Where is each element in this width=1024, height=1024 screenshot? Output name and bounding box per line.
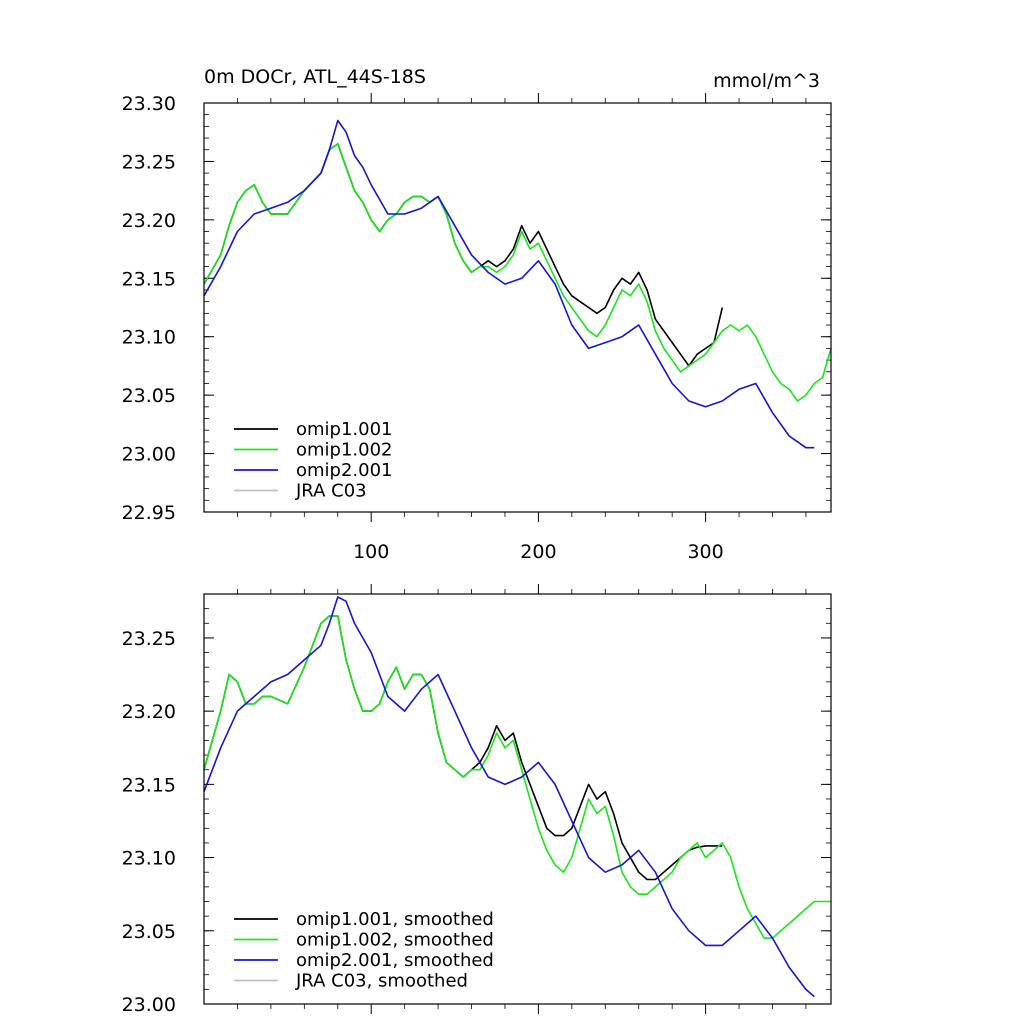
bottom-ytick-label: 23.15 [122, 774, 176, 796]
top-panel: 0m DOCr, ATL_44S-18S mmol/m^3 22.95 23.00… [122, 66, 832, 563]
top-series-line-0 [203, 143, 724, 367]
top-ytick-label: 22.95 [122, 502, 176, 524]
top-series-group [203, 119, 832, 449]
top-ytick-label: 23.25 [122, 151, 176, 173]
bottom-axes: 23.00 23.05 23.10 23.15 23.20 23.25 [122, 584, 831, 1016]
bottom-series-line-0 [203, 615, 723, 881]
top-legend-label-0: omip1.001 [296, 419, 393, 440]
top-legend-label-2: omip2.001 [296, 460, 393, 481]
top-xtick-label: 300 [687, 541, 723, 563]
top-ytick-label: 23.15 [122, 268, 176, 290]
bottom-legend-label-3: JRA C03, smoothed [295, 971, 468, 992]
bottom-ytick-label: 23.20 [122, 701, 176, 723]
top-xtick-label: 200 [520, 541, 556, 563]
top-legend-label-1: omip1.002 [296, 440, 393, 461]
top-axes: 22.95 23.00 23.05 23.10 23.15 23.20 23.25 23.30… [122, 93, 831, 563]
top-legend-label-3: JRA C03 [295, 481, 367, 502]
top-series-line-1 [203, 143, 832, 402]
bottom-ytick-label: 23.00 [122, 994, 176, 1016]
top-xtick-label: 100 [353, 541, 389, 563]
top-ytick-label: 23.10 [122, 327, 176, 349]
bottom-panel: 23.00 23.05 23.10 23.15 23.20 23.25 omip1.001… [122, 584, 832, 1016]
top-series-line-2 [203, 119, 815, 449]
top-plot-frame [203, 102, 832, 513]
bottom-ytick-label: 23.05 [122, 921, 176, 943]
top-ytick-label: 23.05 [122, 385, 176, 407]
top-title: 0m DOCr, ATL_44S-18S [204, 66, 426, 88]
top-ytick-label: 23.00 [122, 444, 176, 466]
top-ytick-label: 23.20 [122, 210, 176, 232]
bottom-series-group [203, 596, 831, 998]
bottom-ytick-label: 23.10 [122, 848, 176, 870]
top-ytick-label: 23.30 [122, 93, 176, 115]
bottom-legend-label-1: omip1.002, smoothed [296, 930, 494, 951]
bottom-series-line-2 [203, 596, 815, 998]
bottom-plot-frame [203, 593, 832, 1005]
bottom-legend-label-2: omip2.001, smoothed [296, 950, 494, 971]
top-units: mmol/m^3 [713, 70, 820, 92]
bottom-legend-label-0: omip1.001, smoothed [296, 909, 494, 930]
bottom-ytick-label: 23.25 [122, 628, 176, 650]
bottom-series-line-1 [203, 615, 831, 939]
